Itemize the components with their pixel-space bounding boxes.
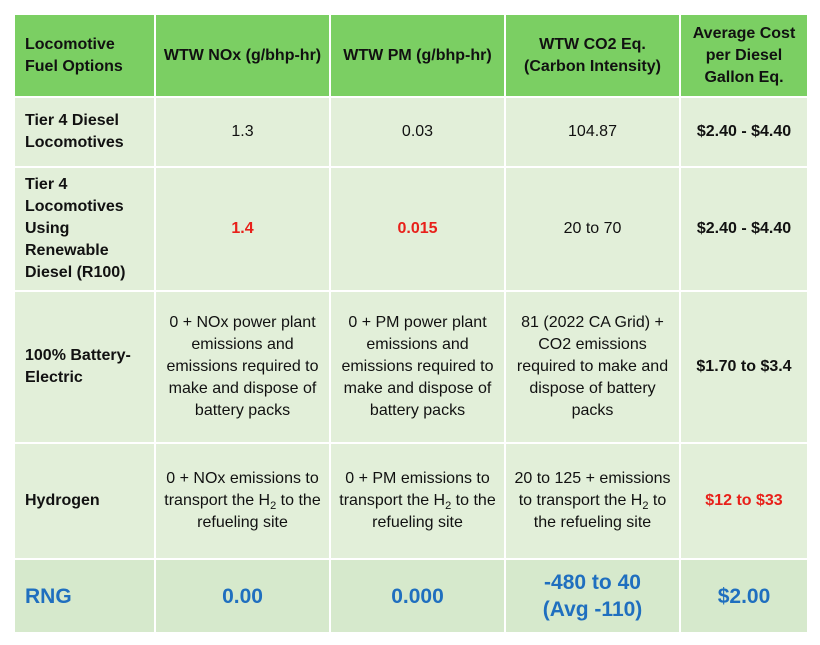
nox-text-post: to the refueling site — [197, 492, 321, 531]
pm-cell: 0 + PM emissions to transport the H2 to … — [329, 442, 506, 560]
header-cost: Average Cost per Diesel Gallon Eq. — [679, 13, 809, 98]
header-pm: WTW PM (g/bhp-hr) — [329, 13, 506, 98]
table-row: Tier 4 Diesel Locomotives 1.3 0.03 104.8… — [13, 96, 809, 168]
cost-cell: $2.40 - $4.40 — [679, 166, 809, 292]
pm-text-pre: 0 + PM emissions to transport the H — [339, 470, 490, 509]
co2-cell: 20 to 70 — [504, 166, 681, 292]
row-label: 100% Battery-Electric — [13, 290, 156, 444]
nox-highlight-value: 1.4 — [231, 220, 254, 237]
nox-cell: 0 + NOx emissions to transport the H2 to… — [154, 442, 331, 560]
fuel-comparison-table: Locomotive Fuel Options WTW NOx (g/bhp-h… — [13, 13, 809, 634]
cost-highlight-value: $12 to $33 — [705, 492, 783, 509]
pm-cell: 0.03 — [329, 96, 506, 168]
row-label: Tier 4 Locomotives Using Renewable Diese… — [13, 166, 156, 292]
header-row: Locomotive Fuel Options WTW NOx (g/bhp-h… — [13, 13, 809, 98]
pm-cell: 0.000 — [329, 558, 506, 634]
co2-average: (Avg -110) — [542, 598, 643, 621]
row-label: Tier 4 Diesel Locomotives — [13, 96, 156, 168]
co2-cell: 81 (2022 CA Grid) + CO2 emissions requir… — [504, 290, 681, 444]
table-row: RNG 0.00 0.000 -480 to 40 (Avg -110) $2.0… — [13, 558, 809, 634]
pm-text-post: to the refueling site — [372, 492, 496, 531]
cost-cell: $2.00 — [679, 558, 809, 634]
header-nox: WTW NOx (g/bhp-hr) — [154, 13, 331, 98]
pm-cell: 0.015 — [329, 166, 506, 292]
co2-cell: -480 to 40 (Avg -110) — [504, 558, 681, 634]
nox-cell: 1.3 — [154, 96, 331, 168]
nox-cell: 0 + NOx power plant emissions and emissi… — [154, 290, 331, 444]
co2-range: -480 to 40 — [544, 571, 641, 594]
cost-cell: $12 to $33 — [679, 442, 809, 560]
header-fuel-options: Locomotive Fuel Options — [13, 13, 156, 98]
cost-cell: $1.70 to $3.4 — [679, 290, 809, 444]
co2-cell: 20 to 125 + emissions to transport the H… — [504, 442, 681, 560]
co2-text-post: to the refueling site — [533, 492, 667, 531]
row-label: Hydrogen — [13, 442, 156, 560]
pm-highlight-value: 0.015 — [397, 220, 438, 237]
table-row: 100% Battery-Electric 0 + NOx power plan… — [13, 290, 809, 444]
nox-subscript: 2 — [270, 500, 277, 513]
row-label: RNG — [13, 558, 156, 634]
cost-cell: $2.40 - $4.40 — [679, 96, 809, 168]
pm-cell: 0 + PM power plant emissions and emissio… — [329, 290, 506, 444]
co2-text-pre: 20 to 125 + emissions to transport the H — [514, 470, 671, 509]
pm-subscript: 2 — [445, 500, 452, 513]
nox-cell: 1.4 — [154, 166, 331, 292]
nox-text-pre: 0 + NOx emissions to transport the H — [164, 470, 319, 509]
table-row: Tier 4 Locomotives Using Renewable Diese… — [13, 166, 809, 292]
co2-subscript: 2 — [642, 500, 649, 513]
co2-cell: 104.87 — [504, 96, 681, 168]
header-co2: WTW CO2 Eq. (Carbon Intensity) — [504, 13, 681, 98]
nox-cell: 0.00 — [154, 558, 331, 634]
table-row: Hydrogen 0 + NOx emissions to transport … — [13, 442, 809, 560]
